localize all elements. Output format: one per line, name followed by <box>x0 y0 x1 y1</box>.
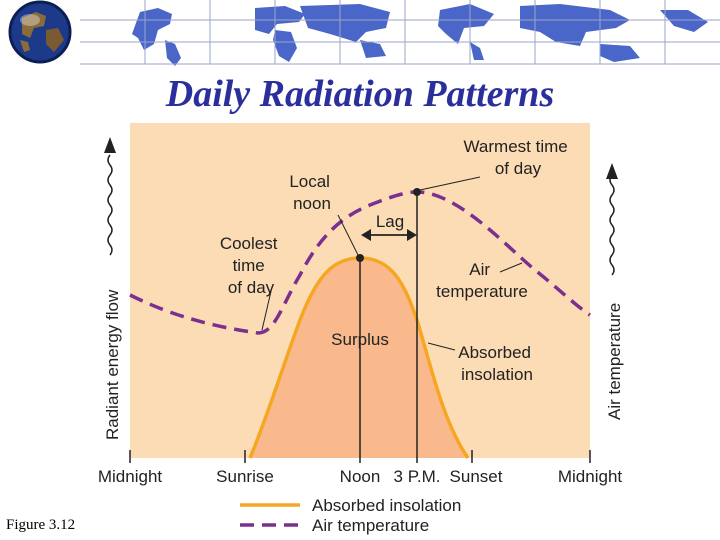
absorbed-insolation-label: Absorbed insolation <box>458 343 536 384</box>
local-noon-leader <box>337 214 359 256</box>
right-axis-arrowhead <box>606 163 618 179</box>
surplus-area <box>250 258 468 458</box>
lag-arrowhead-right <box>407 229 417 241</box>
legend-label-temperature: Air temperature <box>312 516 429 535</box>
figure-label: Figure 3.12 <box>6 517 76 533</box>
x-tick-noon: Noon <box>340 467 381 486</box>
coolest-leader <box>261 286 273 331</box>
legend-label-insolation: Absorbed insolation <box>312 496 461 515</box>
lag-arrowhead-left <box>361 229 371 241</box>
x-tick-3pm: 3 P.M. <box>394 467 441 486</box>
lag-label: Lag <box>376 212 404 231</box>
warmest-leader <box>419 176 481 191</box>
x-tick-midnight-left: Midnight <box>98 467 163 486</box>
left-axis-wavy-arrow <box>107 154 113 256</box>
y-right-label: Air temperature <box>605 303 624 420</box>
left-axis-arrowhead <box>104 137 116 153</box>
local-noon-label: Local noon <box>289 172 334 213</box>
globe-icon <box>8 0 72 64</box>
coolest-label: Coolest time of day <box>220 234 282 297</box>
world-map-banner <box>0 0 720 66</box>
surplus-label: Surplus <box>331 330 389 349</box>
x-tick-sunrise: Sunrise <box>216 467 274 486</box>
air-temperature-label: Air temperature <box>436 260 528 301</box>
legend: Absorbed insolation Air temperature <box>240 496 461 535</box>
world-map-graphic <box>132 4 708 66</box>
air-temp-leader <box>499 262 523 273</box>
map-grid <box>80 0 720 65</box>
radiation-diagram: Warmest time of day Local noon Lag Coole… <box>98 123 624 535</box>
absorbed-leader <box>427 342 456 351</box>
x-tick-sunset: Sunset <box>450 467 503 486</box>
page-title: Daily Radiation Patterns <box>165 73 555 115</box>
warmest-label: Warmest time of day <box>464 137 573 178</box>
air-temperature-curve <box>129 190 591 335</box>
x-tick-midnight-right: Midnight <box>558 467 623 486</box>
right-axis-wavy-arrow <box>609 174 615 276</box>
y-left-label: Radiant energy flow <box>103 289 122 440</box>
